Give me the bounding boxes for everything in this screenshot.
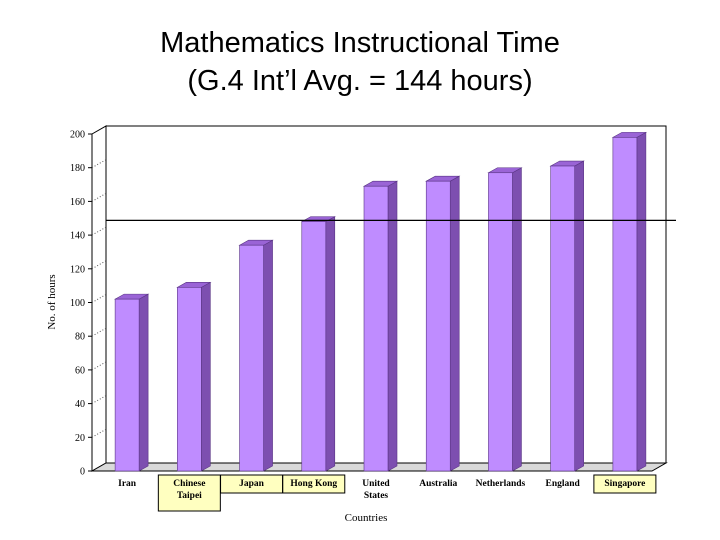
x-category-label: Japan	[239, 479, 265, 489]
bar	[301, 221, 327, 472]
x-category-label: Chinese Taipei	[173, 479, 205, 501]
y-tick-label: 120	[70, 264, 85, 275]
y-tick-label: 160	[70, 197, 85, 208]
y-tick-label: 0	[80, 467, 85, 478]
y-tick-label: 140	[70, 231, 85, 242]
bar	[363, 185, 389, 472]
x-category-label: Iran	[118, 479, 137, 489]
plot-side-wall	[91, 125, 107, 472]
chart-title-line2: (G.4 Int’l Avg. = 144 hours)	[187, 65, 533, 97]
bar-side	[636, 131, 647, 472]
bar	[488, 172, 513, 472]
bar	[550, 165, 575, 472]
y-tick-label: 40	[75, 399, 85, 410]
chart-title: Mathematics Instructional Time (G.4 Int’…	[0, 24, 720, 100]
x-axis-title: Countries	[345, 512, 388, 524]
bar-side	[138, 293, 149, 472]
y-tick-label: 60	[75, 365, 85, 376]
category-highlight-box	[282, 474, 346, 494]
x-category-label: Hong Kong	[290, 479, 337, 489]
bar-side	[201, 281, 211, 472]
bar-side	[263, 239, 273, 472]
category-highlight-box	[593, 474, 657, 494]
bar	[114, 298, 140, 472]
bar-side	[512, 167, 522, 472]
y-tick-label: 80	[75, 332, 85, 343]
x-category-label: Australia	[419, 479, 457, 489]
x-category-label: United States	[362, 479, 390, 501]
bar-side	[387, 180, 398, 472]
bar	[425, 180, 451, 472]
bar-side	[325, 216, 336, 472]
bar	[177, 287, 202, 472]
bar	[239, 244, 264, 472]
y-tick-label: 20	[75, 433, 85, 444]
x-category-label: Netherlands	[476, 479, 526, 489]
bar	[612, 137, 638, 472]
x-category-label: England	[546, 479, 581, 489]
category-highlight-box	[157, 474, 221, 512]
x-category-label: Singapore	[604, 479, 645, 489]
y-tick-label: 180	[70, 163, 85, 174]
bar-side	[574, 160, 584, 472]
y-tick-label: 100	[70, 298, 85, 309]
y-tick-label: 200	[70, 130, 85, 141]
chart-title-line1: Mathematics Instructional Time	[160, 27, 560, 59]
y-axis-title: No. of hours	[46, 274, 58, 329]
